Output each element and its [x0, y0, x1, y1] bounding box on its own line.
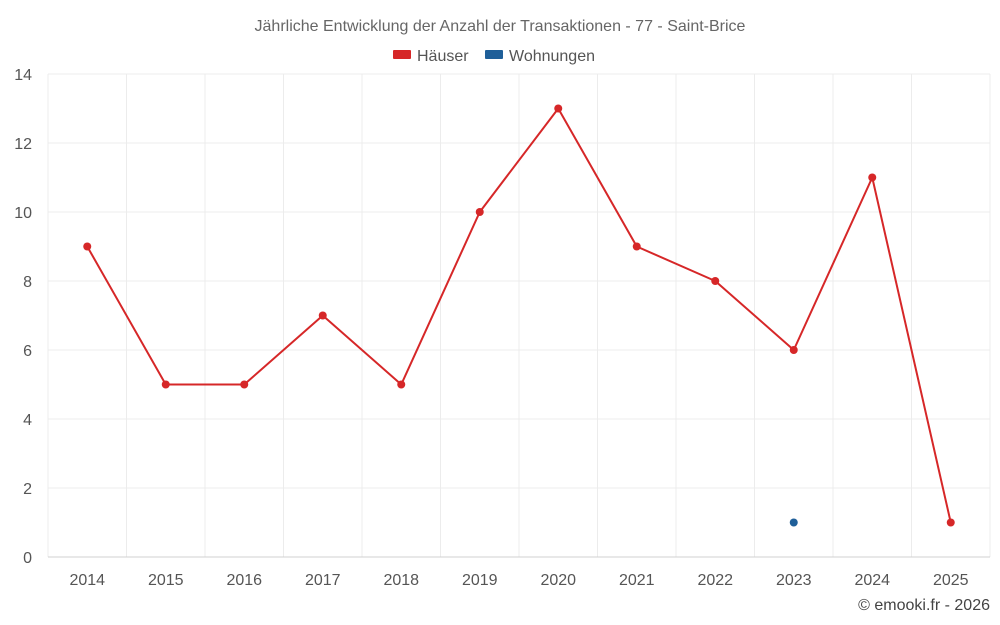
x-tick-label: 2019 — [462, 572, 498, 589]
x-tick-label: 2014 — [69, 572, 105, 589]
x-tick-label: 2015 — [148, 572, 184, 589]
grid — [47, 73, 991, 557]
data-point-haeuser[interactable] — [318, 311, 327, 320]
data-point-haeuser[interactable] — [83, 242, 92, 251]
credit-text: © emooki.fr - 2026 — [858, 597, 990, 614]
series-haeuser — [83, 104, 955, 527]
x-tick-label: 2016 — [226, 572, 262, 589]
x-tick-label: 2023 — [776, 572, 812, 589]
y-axis-ticks: 0 2 4 6 8 10 12 14 — [14, 67, 32, 567]
x-tick-label: 2022 — [697, 572, 733, 589]
y-tick-label: 0 — [23, 550, 32, 567]
legend-label-haeuser: Häuser — [417, 48, 469, 65]
y-tick-label: 2 — [23, 481, 32, 498]
data-point-haeuser[interactable] — [632, 242, 641, 251]
series-layer — [83, 104, 955, 527]
x-tick-label: 2025 — [933, 572, 969, 589]
data-point-haeuser[interactable] — [868, 173, 877, 182]
x-tick-label: 2021 — [619, 572, 655, 589]
data-point-haeuser[interactable] — [554, 104, 563, 113]
data-point-haeuser[interactable] — [161, 380, 170, 389]
y-tick-label: 10 — [14, 205, 32, 222]
chart-title: Jährliche Entwicklung der Anzahl der Tra… — [255, 18, 746, 35]
y-tick-label: 12 — [14, 136, 32, 153]
y-tick-label: 8 — [23, 274, 32, 291]
legend: Häuser Wohnungen — [393, 48, 595, 65]
data-point-haeuser[interactable] — [240, 380, 249, 389]
y-tick-label: 14 — [14, 67, 32, 84]
x-axis-ticks: 2014 2015 2016 2017 2018 2019 2020 2021 2022 2023… — [69, 572, 968, 589]
legend-item-wohnungen[interactable]: Wohnungen — [485, 48, 595, 65]
data-point-haeuser[interactable] — [397, 380, 406, 389]
data-point-haeuser[interactable] — [475, 208, 484, 216]
y-tick-label: 6 — [23, 343, 32, 360]
data-point-wohnungen[interactable] — [789, 518, 798, 527]
y-tick-label: 4 — [23, 412, 32, 429]
x-tick-label: 2020 — [540, 572, 576, 589]
series-line-haeuser — [86, 107, 952, 523]
x-tick-label: 2017 — [305, 572, 341, 589]
data-point-haeuser[interactable] — [789, 346, 798, 354]
legend-label-wohnungen: Wohnungen — [509, 48, 595, 65]
x-tick-label: 2018 — [383, 572, 419, 589]
series-wohnungen — [789, 518, 798, 527]
legend-swatch-haeuser — [393, 50, 411, 59]
data-point-haeuser[interactable] — [946, 518, 955, 527]
data-point-haeuser[interactable] — [711, 277, 720, 285]
legend-item-haeuser[interactable]: Häuser — [393, 48, 469, 65]
x-tick-label: 2024 — [854, 572, 890, 589]
legend-swatch-wohnungen — [485, 50, 503, 59]
